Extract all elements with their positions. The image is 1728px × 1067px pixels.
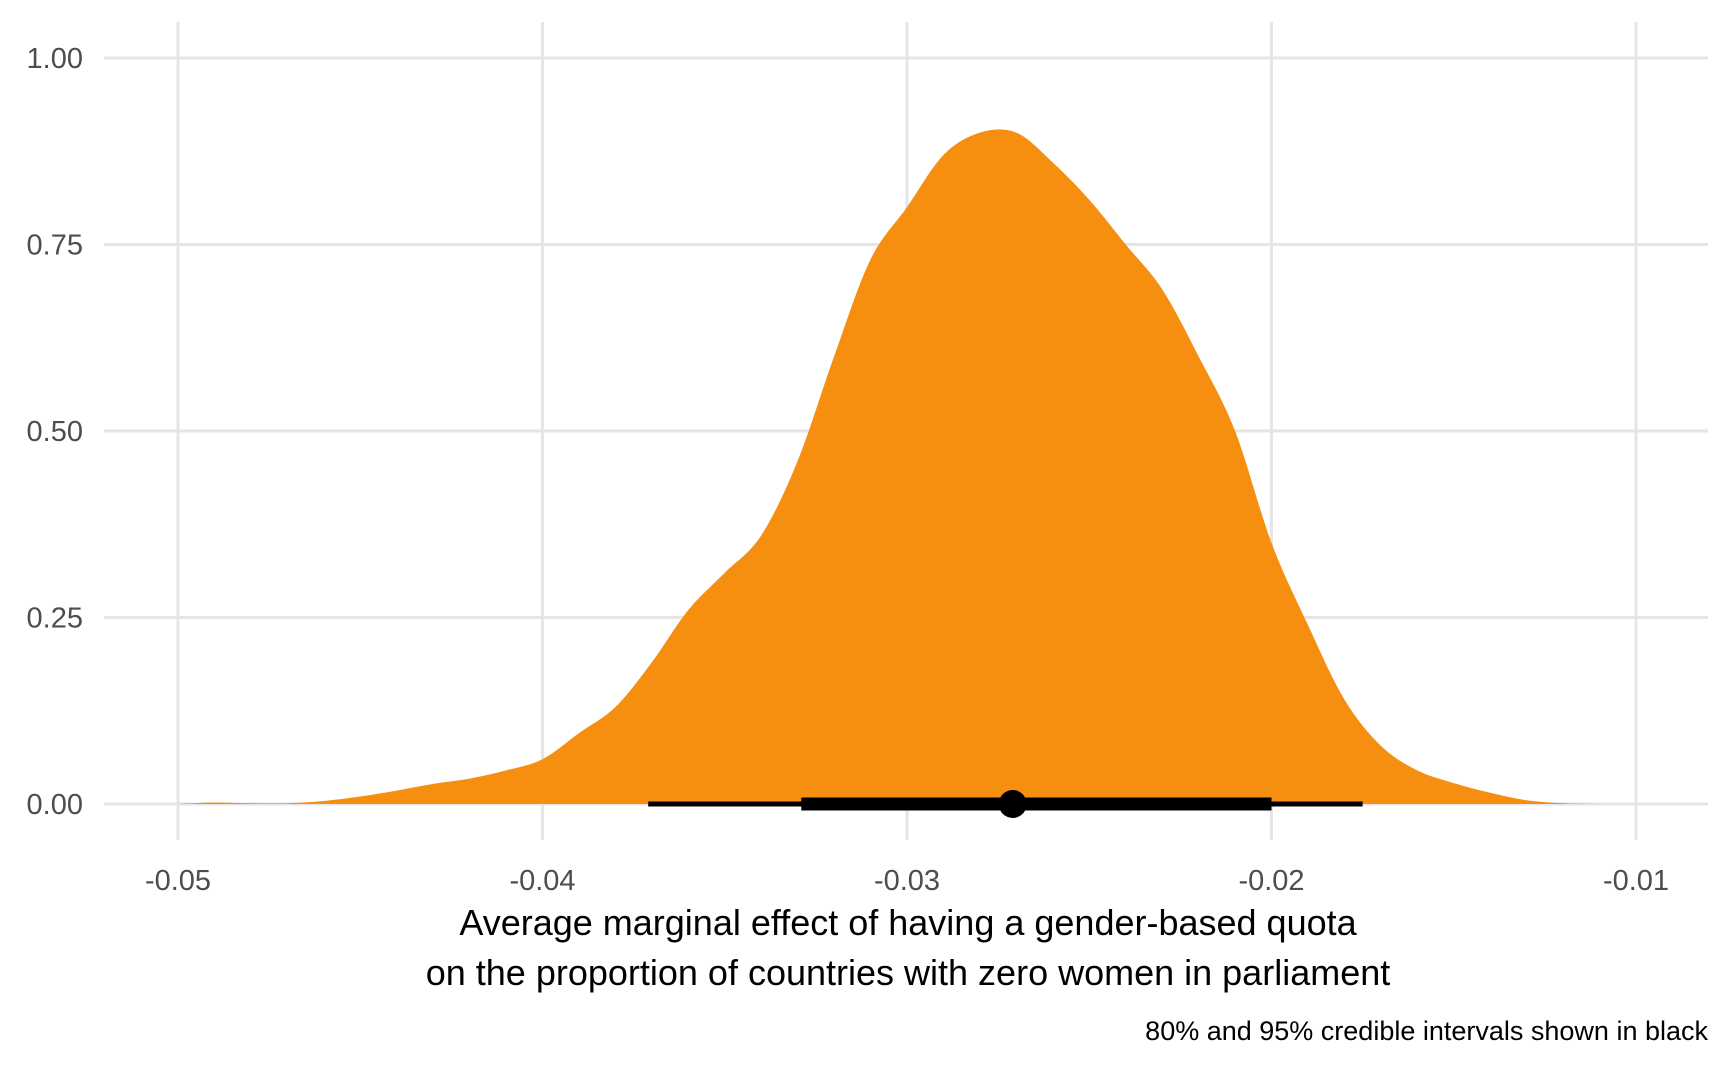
x-tick-label: -0.05 bbox=[145, 865, 211, 897]
x-axis-tick-labels: -0.05 -0.04 -0.03 -0.02 -0.01 bbox=[145, 865, 1669, 897]
credible-intervals bbox=[648, 790, 1363, 818]
y-tick-label: 1.00 bbox=[27, 43, 83, 75]
y-axis-tick-labels: 0.00 0.25 0.50 0.75 1.00 bbox=[27, 43, 83, 821]
point-estimate-dot bbox=[998, 790, 1027, 818]
x-axis-title-line-2: on the proportion of countries with zero… bbox=[426, 952, 1391, 993]
x-tick-label: -0.04 bbox=[509, 865, 575, 897]
y-tick-label: 0.50 bbox=[27, 416, 83, 448]
y-tick-label: 0.25 bbox=[27, 603, 83, 635]
chart-caption: 80% and 95% credible intervals shown in … bbox=[1145, 1016, 1708, 1046]
y-tick-label: 0.00 bbox=[27, 789, 83, 821]
y-tick-label: 0.75 bbox=[27, 230, 83, 262]
x-tick-label: -0.03 bbox=[874, 865, 940, 897]
x-axis-title-line-1: Average marginal effect of having a gend… bbox=[459, 902, 1357, 943]
x-tick-label: -0.02 bbox=[1238, 865, 1304, 897]
x-tick-label: -0.01 bbox=[1603, 865, 1669, 897]
density-area bbox=[178, 129, 1636, 804]
